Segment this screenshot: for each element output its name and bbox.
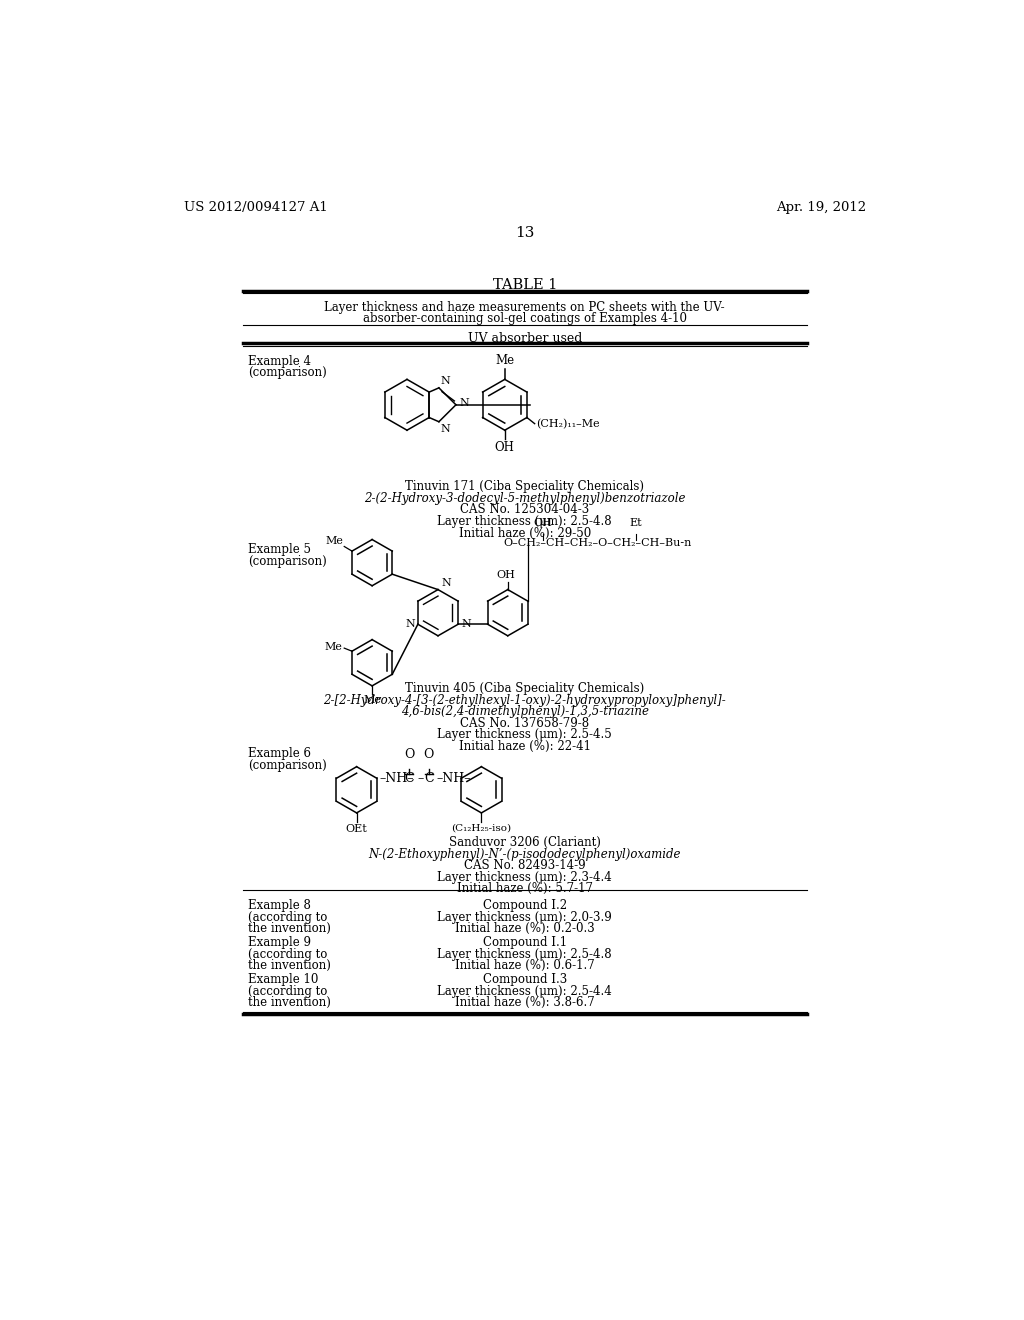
Text: Layer thickness (μm): 2.5-4.8: Layer thickness (μm): 2.5-4.8 [437, 948, 612, 961]
Text: Initial haze (%): 22-41: Initial haze (%): 22-41 [459, 739, 591, 752]
Text: Tinuvin 171 (Ciba Speciality Chemicals): Tinuvin 171 (Ciba Speciality Chemicals) [406, 480, 644, 494]
Text: OH: OH [497, 570, 516, 581]
Text: UV absorber used: UV absorber used [468, 331, 582, 345]
Text: N: N [461, 619, 471, 630]
Text: Initial haze (%): 0.2-0.3: Initial haze (%): 0.2-0.3 [455, 923, 595, 936]
Text: N: N [440, 376, 451, 385]
Text: Apr. 19, 2012: Apr. 19, 2012 [775, 201, 866, 214]
Text: N-(2-Ethoxyphenyl)-N’-(p-isododecylphenyl)oxamide: N-(2-Ethoxyphenyl)-N’-(p-isododecylpheny… [369, 847, 681, 861]
Text: (CH₂)₁₁–Me: (CH₂)₁₁–Me [537, 420, 600, 429]
Text: 13: 13 [515, 226, 535, 240]
Text: –NH–: –NH– [380, 772, 415, 785]
Text: the invention): the invention) [248, 923, 331, 936]
Text: Et: Et [630, 517, 642, 528]
Text: Layer thickness and haze measurements on PC sheets with the UV-: Layer thickness and haze measurements on… [325, 301, 725, 314]
Text: O: O [424, 748, 434, 762]
Text: absorber-containing sol-gel coatings of Examples 4-10: absorber-containing sol-gel coatings of … [362, 313, 687, 326]
Text: C: C [424, 772, 433, 785]
Text: Example 4: Example 4 [248, 355, 311, 368]
Text: Me: Me [326, 536, 343, 545]
Text: TABLE 1: TABLE 1 [493, 277, 557, 292]
Text: the invention): the invention) [248, 997, 331, 1010]
Text: (comparison): (comparison) [248, 759, 327, 772]
Text: Compound I.1: Compound I.1 [482, 936, 567, 949]
Text: N: N [406, 619, 415, 630]
Text: Layer thickness (μm): 2.5-4.4: Layer thickness (μm): 2.5-4.4 [437, 985, 612, 998]
Text: Tinuvin 405 (Ciba Speciality Chemicals): Tinuvin 405 (Ciba Speciality Chemicals) [406, 682, 644, 696]
Text: Example 9: Example 9 [248, 936, 311, 949]
Text: Layer thickness (μm): 2.0-3.9: Layer thickness (μm): 2.0-3.9 [437, 911, 612, 924]
Text: CAS No. 125304-04-3: CAS No. 125304-04-3 [460, 503, 590, 516]
Text: Example 5: Example 5 [248, 544, 311, 557]
Text: OH: OH [534, 517, 552, 528]
Text: 2-(2-Hydroxy-3-dodecyl-5-methylphenyl)benzotriazole: 2-(2-Hydroxy-3-dodecyl-5-methylphenyl)be… [365, 492, 685, 504]
Text: Example 10: Example 10 [248, 973, 318, 986]
Text: N: N [440, 424, 451, 434]
Text: (C₁₂H₂₅-iso): (C₁₂H₂₅-iso) [452, 824, 511, 833]
Text: OH: OH [495, 441, 515, 454]
Text: C: C [404, 772, 414, 785]
Text: US 2012/0094127 A1: US 2012/0094127 A1 [183, 201, 328, 214]
Text: CAS No. 137658-79-8: CAS No. 137658-79-8 [460, 717, 590, 730]
Text: Example 8: Example 8 [248, 899, 311, 912]
Text: Me: Me [364, 696, 381, 705]
Text: –NH–: –NH– [436, 772, 471, 785]
Text: Me: Me [496, 354, 514, 367]
Text: 4,6-bis(2,4-dimethylphenyl)-1,3,5-triazine: 4,6-bis(2,4-dimethylphenyl)-1,3,5-triazi… [400, 705, 649, 718]
Text: Initial haze (%): 29-50: Initial haze (%): 29-50 [459, 527, 591, 540]
Text: (comparison): (comparison) [248, 554, 327, 568]
Text: (according to: (according to [248, 911, 328, 924]
Text: Compound I.2: Compound I.2 [482, 899, 567, 912]
Text: Layer thickness (μm): 2.3-4.4: Layer thickness (μm): 2.3-4.4 [437, 871, 612, 883]
Text: –: – [417, 772, 423, 785]
Text: Example 6: Example 6 [248, 747, 311, 760]
Text: OEt: OEt [346, 824, 368, 834]
Text: N: N [441, 578, 451, 589]
Text: (according to: (according to [248, 985, 328, 998]
Text: CAS No. 82493-14-9: CAS No. 82493-14-9 [464, 859, 586, 873]
Text: the invention): the invention) [248, 960, 331, 973]
Text: Me: Me [325, 643, 343, 652]
Text: 2-[2-Hydroxy-4-[3-(2-ethylhexyl-1-oxy)-2-hydroxypropyloxy]phenyl]-: 2-[2-Hydroxy-4-[3-(2-ethylhexyl-1-oxy)-2… [324, 693, 726, 706]
Text: Initial haze (%): 3.8-6.7: Initial haze (%): 3.8-6.7 [455, 997, 595, 1010]
Text: N: N [459, 399, 469, 408]
Text: (according to: (according to [248, 948, 328, 961]
Text: Initial haze (%): 0.6-1.7: Initial haze (%): 0.6-1.7 [455, 960, 595, 973]
Text: Compound I.3: Compound I.3 [482, 973, 567, 986]
Text: O: O [404, 748, 415, 762]
Text: (comparison): (comparison) [248, 367, 327, 379]
Text: Sanduvor 3206 (Clariant): Sanduvor 3206 (Clariant) [449, 836, 601, 849]
Text: Layer thickness (μm): 2.5-4.5: Layer thickness (μm): 2.5-4.5 [437, 729, 612, 742]
Text: Initial haze (%): 5.7-17: Initial haze (%): 5.7-17 [457, 882, 593, 895]
Text: Layer thickness (μm): 2.5-4.8: Layer thickness (μm): 2.5-4.8 [437, 515, 612, 528]
Text: O–CH₂–CH–CH₂–O–CH₂–CH–Bu-n: O–CH₂–CH–CH₂–O–CH₂–CH–Bu-n [504, 539, 692, 548]
